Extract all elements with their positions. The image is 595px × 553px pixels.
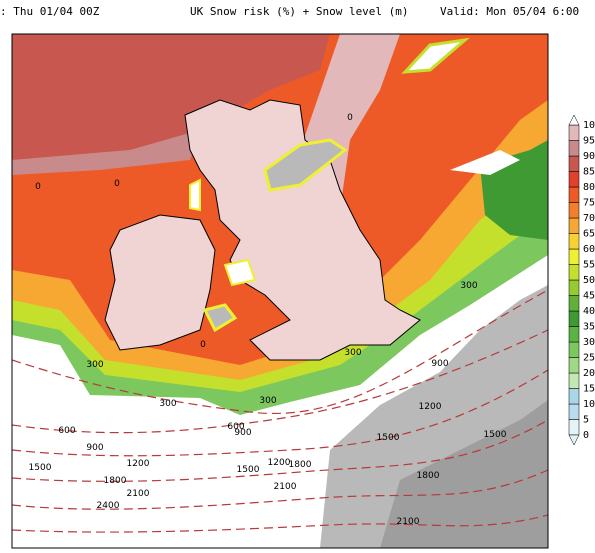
colorbar-swatch (568, 403, 580, 420)
colorbar-swatch (568, 279, 580, 296)
contour-label: 1200 (268, 458, 291, 468)
island (189, 178, 201, 212)
colorbar-swatch (568, 233, 580, 250)
colorbar-swatch (568, 310, 580, 327)
colorbar-label: 55 (583, 260, 595, 271)
colorbar-label: 70 (583, 213, 595, 224)
colorbar-swatch (568, 171, 580, 188)
contour-label: 2100 (127, 489, 150, 499)
contour-label: 0 (200, 340, 206, 350)
colorbar-label: 15 (583, 384, 595, 395)
colorbar-swatch (568, 186, 580, 203)
contour-label: 900 (431, 359, 448, 369)
contour-label: 1200 (419, 402, 442, 412)
snow-risk-pink (12, 130, 200, 175)
colorbar-label: 0 (583, 430, 589, 441)
colorbar-swatch (568, 341, 580, 358)
contour-line (12, 514, 548, 533)
colorbar-label: 90 (583, 151, 595, 162)
colorbar-swatch (568, 140, 580, 157)
colorbar-label: 10 (583, 120, 595, 131)
colorbar-swatch (568, 372, 580, 389)
contour-label: 900 (86, 443, 103, 453)
colorbar-label: 20 (583, 368, 595, 379)
contour-label: 1800 (104, 476, 127, 486)
contour-label: 0 (114, 179, 120, 189)
contour-line (12, 419, 548, 482)
contour-line (12, 329, 548, 434)
map (12, 34, 548, 548)
colorbar: 0 5 10 15 20 25 30 35 40 45 50 55 60 65 70 75 80 85 90 95 10 (568, 114, 595, 446)
colorbar-swatch (568, 419, 580, 436)
colorbar-label: 65 (583, 229, 595, 240)
contour-label: 1500 (484, 430, 507, 440)
contour-label: 300 (259, 396, 276, 406)
colorbar-swatch (568, 264, 580, 281)
colorbar-label: 40 (583, 306, 595, 317)
contour-label: 1500 (377, 433, 400, 443)
header-valid: Valid: Mon 05/04 6:00 (440, 5, 579, 18)
contour-label: 1500 (29, 463, 52, 473)
patch (401, 37, 470, 74)
contour-label: 0 (347, 113, 353, 123)
contour-label: 600 (227, 422, 244, 432)
contour-label: 2400 (97, 501, 120, 511)
colorbar-label: 10 (583, 399, 595, 410)
colorbar-swatch (568, 248, 580, 265)
colorbar-swatch (568, 155, 580, 172)
colorbar-label: 30 (583, 337, 595, 348)
wales (202, 303, 238, 333)
contour-label: 300 (159, 399, 176, 409)
colorbar-swatch (568, 357, 580, 374)
contour-label: 1800 (289, 460, 312, 470)
contour-line (12, 469, 548, 510)
colorbar-swatch (568, 326, 580, 343)
colorbar-swatch (568, 295, 580, 312)
contour-label: 2100 (274, 482, 297, 492)
colorbar-label: 60 (583, 244, 595, 255)
contour-label: 600 (58, 426, 75, 436)
header-left: : Thu 01/04 00Z (0, 5, 100, 18)
great-britain (184, 99, 421, 361)
contour-label: 900 (234, 428, 251, 438)
contour-label: 300 (86, 360, 103, 370)
contour-label: 2100 (397, 517, 420, 527)
colorbar-swatch (568, 217, 580, 234)
colorbar-swatch (568, 202, 580, 219)
isle-of-man (223, 258, 257, 287)
colorbar-label: 95 (583, 136, 595, 147)
header-title: UK Snow risk (%) + Snow level (m) (190, 5, 409, 18)
colorbar-label: 85 (583, 167, 595, 178)
colorbar-label: 45 (583, 291, 595, 302)
map-frame (11, 33, 549, 549)
colorbar-label: 75 (583, 198, 595, 209)
contour-label: 0 (35, 182, 41, 192)
contour-line (12, 369, 548, 457)
colorbar-swatch (568, 124, 580, 141)
colorbar-label: 80 (583, 182, 595, 193)
ireland (104, 214, 216, 351)
patch (450, 150, 520, 175)
colorbar-label: 5 (583, 415, 589, 426)
contour-label: 300 (460, 281, 477, 291)
contour-label: 1800 (417, 471, 440, 481)
contour-label: 1500 (237, 465, 260, 475)
continent-relief (380, 400, 548, 548)
colorbar-arrow (568, 434, 580, 446)
highlands (263, 138, 348, 192)
colorbar-swatch (568, 388, 580, 405)
colorbar-arrow (568, 114, 580, 126)
colorbar-label: 35 (583, 322, 595, 333)
contour-label: 300 (344, 348, 361, 358)
contour-label: 1200 (127, 459, 150, 469)
colorbar-label: 50 (583, 275, 595, 286)
colorbar-label: 25 (583, 353, 595, 364)
snow-risk-darkpink (12, 34, 330, 160)
